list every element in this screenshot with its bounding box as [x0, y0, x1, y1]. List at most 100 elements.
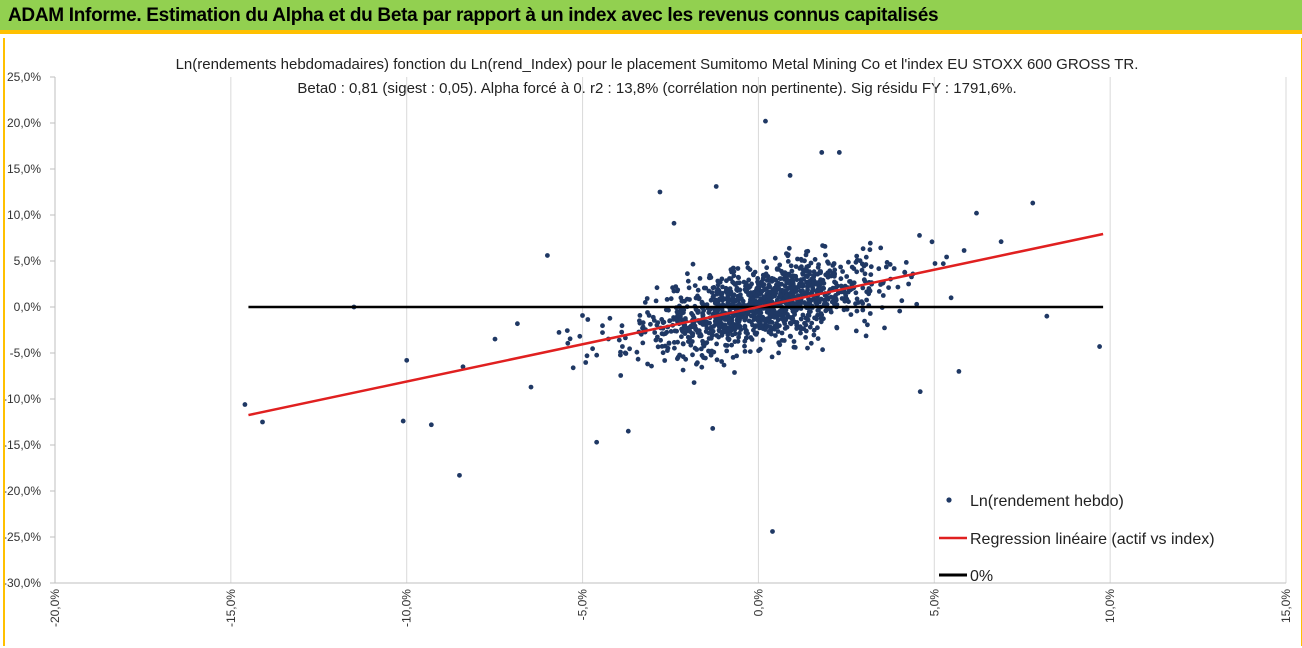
data-point [839, 296, 845, 301]
data-point [665, 345, 671, 351]
data-point [820, 347, 825, 353]
data-point [668, 296, 674, 302]
data-point [806, 298, 812, 303]
data-point [618, 352, 623, 358]
data-point [813, 315, 819, 321]
data-point [743, 335, 749, 341]
data-point [795, 256, 800, 262]
data-point [729, 342, 734, 348]
data-point [859, 267, 865, 273]
data-point [862, 318, 867, 324]
data-point [854, 253, 860, 259]
data-point [843, 293, 849, 299]
data-point [671, 288, 677, 294]
data-point [688, 342, 694, 348]
chart-title-line2: Beta0 : 0,81 (sigest : 0,05). Alpha forc… [297, 80, 1016, 97]
data-point [803, 328, 809, 334]
data-point [716, 327, 722, 333]
data-point [824, 294, 830, 300]
data-point [755, 279, 760, 285]
data-point [815, 336, 821, 341]
data-point [635, 356, 641, 362]
data-point [724, 343, 730, 348]
data-point [902, 270, 908, 275]
data-point [762, 318, 768, 324]
x-tick-label: 10,0% [1103, 589, 1117, 623]
data-point [807, 324, 813, 330]
data-point [891, 266, 897, 271]
data-point [645, 310, 650, 315]
chart-area: Ln(rendements hebdomadaires) fonction du… [3, 38, 1302, 646]
data-point [651, 318, 657, 323]
data-point [803, 335, 808, 340]
data-point [654, 285, 660, 291]
data-point [735, 266, 741, 271]
data-point [577, 333, 583, 339]
data-point [738, 327, 744, 332]
data-point [800, 272, 806, 277]
data-point [744, 288, 750, 294]
regression-line [248, 232, 1104, 417]
y-tick-label: 10,0% [7, 208, 41, 222]
data-point [786, 245, 792, 251]
data-point [400, 418, 406, 424]
data-point [751, 317, 757, 322]
scatter-chart: Ln(rendements hebdomadaires) fonction du… [5, 56, 1293, 627]
data-point [653, 298, 659, 304]
data-point [680, 341, 686, 347]
data-point [788, 321, 794, 327]
data-point [798, 330, 803, 336]
data-point [773, 333, 778, 338]
data-point [622, 350, 628, 356]
data-point [710, 426, 716, 431]
data-point [685, 271, 690, 277]
data-point [657, 189, 663, 195]
data-point [803, 268, 809, 273]
legend-regression-label: Regression linéaire (actif vs index) [970, 531, 1215, 548]
data-point [697, 333, 702, 339]
data-point [685, 278, 691, 284]
data-point [260, 419, 265, 425]
data-point [492, 336, 498, 342]
data-point [565, 340, 571, 346]
data-point [831, 261, 837, 266]
data-point [867, 247, 873, 253]
data-point [699, 364, 705, 370]
data-point [903, 260, 909, 265]
data-point [791, 339, 797, 344]
data-point [722, 324, 728, 330]
data-point [906, 281, 911, 287]
data-point [929, 239, 935, 245]
data-point [724, 287, 730, 293]
data-point [732, 370, 737, 375]
data-point [694, 347, 700, 352]
data-point [799, 292, 804, 298]
report-header: ADAM Informe. Estimation du Alpha et du … [0, 0, 1302, 34]
data-point [457, 472, 462, 478]
data-point [687, 297, 692, 302]
report-title: ADAM Informe. Estimation du Alpha et du … [8, 5, 939, 26]
data-point [585, 317, 591, 322]
data-point [714, 333, 720, 338]
data-point [787, 173, 793, 178]
data-point [799, 264, 804, 270]
data-point [806, 282, 811, 288]
data-point [738, 292, 743, 298]
data-point [855, 300, 861, 305]
data-point [675, 339, 680, 345]
data-point [887, 262, 893, 267]
data-point [580, 313, 585, 318]
data-point [740, 298, 746, 304]
data-point [840, 269, 845, 274]
data-point [742, 315, 748, 321]
data-point [731, 273, 737, 279]
data-point [821, 286, 826, 291]
data-point [707, 349, 713, 355]
data-point [769, 320, 775, 325]
data-point [737, 331, 742, 336]
data-point [706, 330, 712, 336]
data-point [594, 439, 600, 445]
data-point [460, 364, 466, 370]
data-point [824, 302, 830, 307]
y-tick-label: 25,0% [7, 70, 41, 84]
